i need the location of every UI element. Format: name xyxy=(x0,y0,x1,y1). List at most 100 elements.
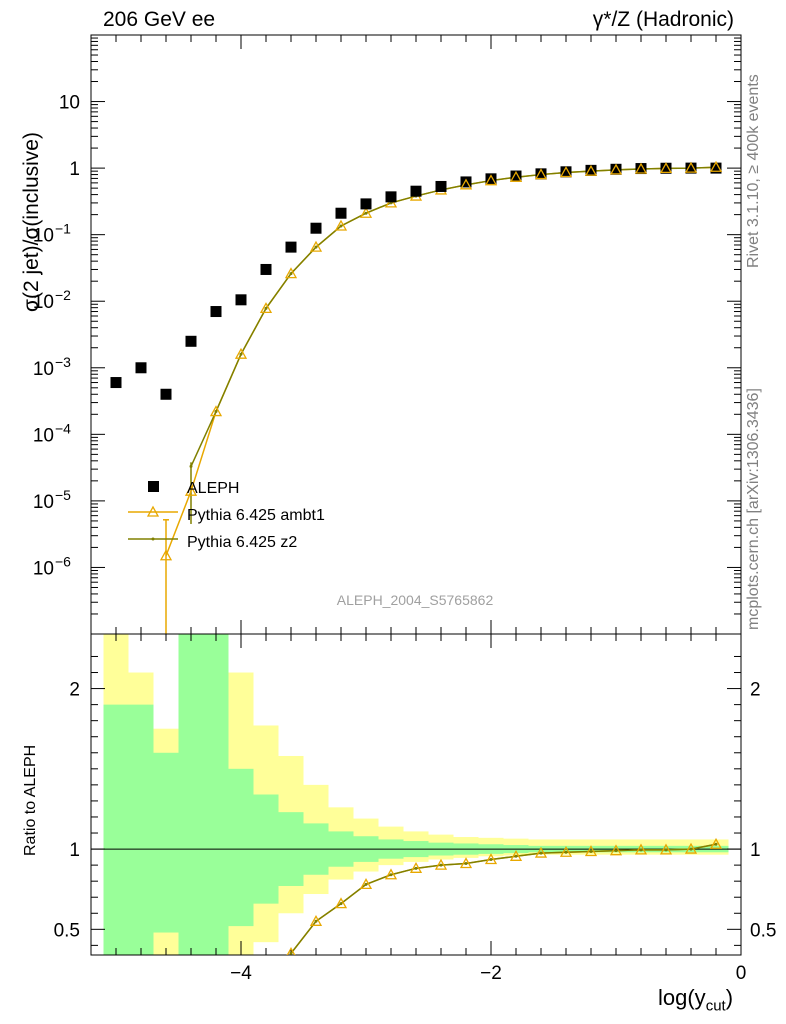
ratio-ambt1-point xyxy=(286,947,296,955)
aleph-point xyxy=(160,388,172,400)
ratio-ambt1-point xyxy=(359,878,373,890)
ambt1-point-overlay xyxy=(709,160,723,172)
aleph-point xyxy=(710,162,722,174)
ratio-y-tick-label-right: 2 xyxy=(750,680,761,701)
ratio-ambt1-point xyxy=(309,914,323,926)
aleph-point xyxy=(585,164,597,176)
main-y-tick-label: 10 xyxy=(59,93,80,114)
band-inner xyxy=(178,634,204,955)
ratio-ambt1-point xyxy=(409,861,423,873)
ratio-z2-point xyxy=(689,847,693,851)
x-axis-title: log(ycut) xyxy=(658,985,733,1014)
legend-ambt1-marker xyxy=(146,505,160,517)
main-y-tick-label: 10 xyxy=(33,558,54,579)
z2-point xyxy=(239,352,243,356)
header-right-label: γ*/Z (Hadronic) xyxy=(592,8,734,31)
band-inner xyxy=(103,704,129,955)
z2-line xyxy=(190,166,717,467)
main-y-tick-label: 1 xyxy=(69,159,80,180)
ambt1-point xyxy=(309,240,323,252)
ratio-panel: −4 −2 0 2 2 1 1 0.5 0.5 xyxy=(54,633,776,984)
ambt1-point-overlay xyxy=(684,161,698,173)
ambt1-point-overlay xyxy=(509,170,523,182)
ratio-z2-point xyxy=(414,866,418,870)
ratio-z2-point xyxy=(364,882,368,886)
ambt1-point-overlay xyxy=(659,162,673,174)
x-axis-title-sub: cut xyxy=(705,997,726,1015)
aleph-point xyxy=(460,176,472,188)
main-y-tick-label: 10 xyxy=(33,292,54,313)
legend-entry-label: Pythia 6.425 ambt1 xyxy=(187,507,325,524)
main-series-group xyxy=(110,160,723,634)
x-tick-label: −2 xyxy=(480,963,502,984)
main-y-tick-exponent: −1 xyxy=(55,221,71,237)
ambt1-point-overlay xyxy=(584,164,598,176)
ambt1-point xyxy=(334,219,348,231)
aleph-point xyxy=(610,163,622,175)
x-axis-title-end: ) xyxy=(725,985,734,1010)
ambt1-point-overlay xyxy=(484,174,498,186)
aleph-point xyxy=(260,263,272,275)
aleph-point xyxy=(310,222,322,234)
ratio-ambt1-point xyxy=(709,837,723,849)
ratio-z2-point xyxy=(714,842,718,846)
aleph-point xyxy=(210,306,222,318)
ratio-series-group xyxy=(286,837,723,955)
ratio-ambt1-point xyxy=(609,844,623,856)
band-inner xyxy=(128,704,154,955)
ratio-ambt1-point xyxy=(459,857,473,869)
ratio-y-tick-label-right: 1 xyxy=(750,840,761,861)
ratio-z2-point xyxy=(464,862,468,866)
z2-point xyxy=(189,464,193,468)
legend-z2-marker xyxy=(151,537,155,541)
ratio-ambt1-point xyxy=(384,868,398,880)
band-inner xyxy=(228,768,254,927)
ratio-ambt1-point xyxy=(509,849,523,861)
ratio-y-tick-label: 2 xyxy=(69,680,80,701)
z2-point xyxy=(339,224,343,228)
ratio-z2-point xyxy=(589,849,593,853)
main-y-tick-label: 10 xyxy=(33,492,54,513)
legend-aleph-marker xyxy=(148,481,159,492)
aleph-point xyxy=(410,185,422,197)
z2-point xyxy=(289,272,293,276)
header-left-label: 206 GeV ee xyxy=(103,8,216,31)
ratio-y-tick-label: 1 xyxy=(69,840,80,861)
aleph-point xyxy=(235,294,247,306)
ambt1-point xyxy=(184,484,198,496)
aleph-point xyxy=(360,198,372,210)
ratio-ambt1-point xyxy=(484,853,498,865)
legend-entry-label: ALEPH xyxy=(187,480,239,497)
ratio-z2-point xyxy=(614,849,618,853)
ratio-z2-point xyxy=(439,863,443,867)
aleph-point xyxy=(560,166,572,178)
ambt1-point xyxy=(384,196,398,208)
band-inner xyxy=(153,752,179,933)
x-axis-title-main: log(y xyxy=(658,985,706,1010)
main-y-tick-exponent: −3 xyxy=(55,354,71,370)
ratio-z2-point xyxy=(564,850,568,854)
legend-entry-label: Pythia 6.425 z2 xyxy=(187,534,297,551)
main-y-tick-exponent: −5 xyxy=(55,487,71,503)
ambt1-point-overlay xyxy=(609,163,623,175)
ratio-z2-point xyxy=(389,873,393,877)
ratio-z2-point xyxy=(664,848,668,852)
ratio-ambt1-point xyxy=(584,845,598,857)
z2-point xyxy=(214,410,218,414)
ambt1-point xyxy=(234,347,248,359)
ratio-ambt1-point xyxy=(684,842,698,854)
legend: ALEPH Pythia 6.425 ambt1 Pythia 6.425 z2 xyxy=(128,480,325,551)
ratio-y-tick-label-right: 0.5 xyxy=(750,920,776,941)
ratio-bands xyxy=(103,634,729,955)
ambt1-point xyxy=(259,302,273,314)
ratio-z2-point xyxy=(289,951,293,955)
aleph-point xyxy=(185,335,197,347)
z2-point xyxy=(314,245,318,249)
main-y-tick-exponent: −2 xyxy=(55,287,71,303)
ratio-ambt1-point xyxy=(334,897,348,909)
x-tick-label: −4 xyxy=(230,963,252,984)
main-y-tick-label: 10 xyxy=(33,425,54,446)
ambt1-point xyxy=(284,267,298,279)
aleph-point xyxy=(135,362,147,374)
